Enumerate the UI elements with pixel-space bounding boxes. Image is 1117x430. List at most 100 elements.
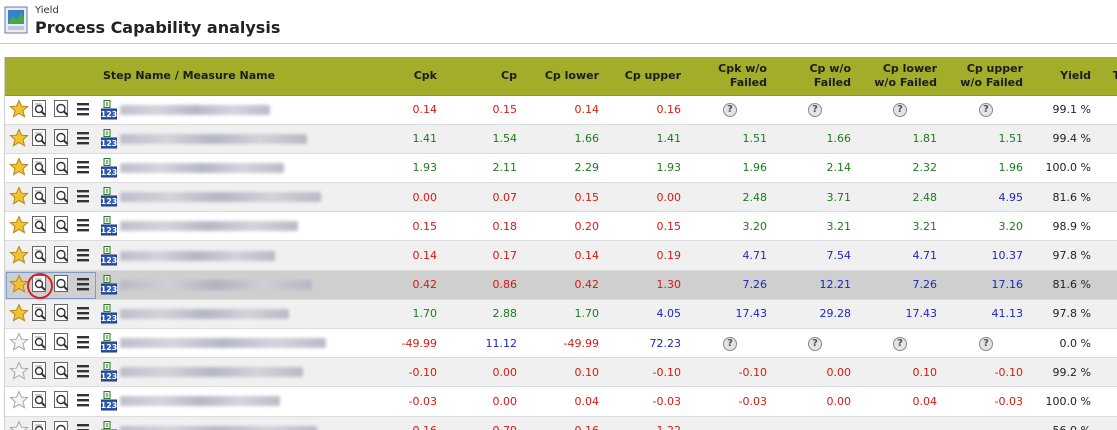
zoom-icon[interactable] [53, 274, 73, 296]
star-icon[interactable] [9, 244, 29, 267]
step-name-cell[interactable]: 123 [97, 240, 355, 271]
star-icon[interactable] [9, 419, 29, 430]
step-name-redacted[interactable] [120, 192, 321, 203]
table-row[interactable]: 123 0.15 0.18 0.20 0.15 3.20 3.21 3.21 3.20 98.9 … [5, 211, 1117, 242]
zoom-page-icon[interactable] [31, 390, 51, 412]
zoom-icon[interactable] [53, 128, 73, 150]
zoom-page-icon[interactable] [31, 128, 51, 150]
step-name-redacted[interactable] [120, 104, 270, 115]
menu-icon[interactable] [75, 303, 95, 325]
table-row[interactable]: 123 -0.03 0.00 0.04 -0.03 -0.03 0.00 0.04 -0.03 1… [5, 386, 1117, 417]
step-name-cell[interactable]: 123 [97, 416, 355, 430]
table-row[interactable]: 123 0.14 0.15 0.14 0.16???? 99.1 % [5, 95, 1117, 125]
step-name-redacted[interactable] [120, 425, 317, 430]
question-icon[interactable]: ? [979, 336, 993, 351]
cp-header[interactable]: Cp [443, 57, 523, 96]
star-icon[interactable] [9, 215, 29, 237]
zoom-page-icon[interactable] [31, 245, 51, 267]
question-icon[interactable]: ? [723, 336, 737, 351]
table-row[interactable]: 123 -0.160.790.161.22 56.0 % [5, 416, 1117, 430]
table-row[interactable]: 123 -49.99 11.12 -49.99 72.23???? 0.0 % [5, 328, 1117, 359]
cp-wo-failed-header[interactable]: Cp w/o Failed [773, 57, 857, 96]
question-icon[interactable]: ? [893, 336, 907, 351]
zoom-icon[interactable] [53, 99, 73, 121]
menu-icon[interactable] [75, 274, 95, 296]
step-name-redacted[interactable] [120, 279, 312, 290]
table-row[interactable]: 123 1.41 1.54 1.66 1.41 1.51 1.66 1.81 1.51 99.4 … [5, 124, 1117, 154]
zoom-page-icon[interactable] [31, 361, 51, 383]
question-icon[interactable]: ? [808, 336, 822, 351]
menu-icon[interactable] [75, 390, 95, 412]
step-name-redacted[interactable] [120, 250, 275, 261]
step-name-cell[interactable]: 123 [97, 182, 355, 213]
step-name-cell[interactable]: 123 [97, 357, 355, 388]
zoom-icon[interactable] [53, 215, 73, 237]
step-name-cell[interactable]: 123 [97, 153, 355, 184]
menu-icon[interactable] [75, 420, 95, 430]
step-name-header[interactable]: Step Name / Measure Name [97, 57, 355, 96]
question-icon[interactable]: ? [808, 103, 822, 118]
menu-icon[interactable] [75, 245, 95, 267]
zoom-page-icon[interactable] [31, 420, 51, 430]
menu-icon[interactable] [75, 215, 95, 237]
step-name-cell[interactable]: 123 [97, 270, 355, 300]
yield-header[interactable]: Yield [1029, 57, 1097, 96]
zoom-icon[interactable] [53, 332, 73, 354]
star-icon[interactable] [9, 274, 29, 296]
cp-upper-header[interactable]: Cp upper [605, 57, 687, 96]
zoom-icon[interactable] [53, 303, 73, 325]
zoom-page-icon[interactable] [31, 332, 51, 354]
total-header[interactable]: Tota [1097, 57, 1117, 96]
zoom-page-icon[interactable] [31, 215, 51, 237]
menu-icon[interactable] [75, 128, 95, 150]
step-name-redacted[interactable] [120, 133, 307, 144]
step-name-redacted[interactable] [120, 396, 280, 407]
star-icon[interactable] [9, 332, 29, 354]
zoom-icon[interactable] [53, 361, 73, 383]
step-name-cell[interactable]: 123 [97, 299, 355, 330]
zoom-page-icon[interactable] [31, 157, 51, 179]
zoom-page-icon[interactable] [31, 274, 51, 296]
star-icon[interactable] [9, 128, 29, 150]
table-row[interactable]: 123 0.00 0.07 0.15 0.00 2.48 3.71 2.48 4.95 81.6 … [5, 182, 1117, 213]
step-name-cell[interactable]: 123 [97, 124, 355, 154]
menu-icon[interactable] [75, 361, 95, 383]
cp-upper-wo-failed-header[interactable]: Cp upper w/o Failed [943, 57, 1029, 96]
step-name-cell[interactable]: 123 [97, 386, 355, 417]
step-name-redacted[interactable] [120, 338, 326, 349]
zoom-page-icon[interactable] [31, 303, 51, 325]
star-icon[interactable] [9, 361, 29, 383]
star-icon[interactable] [9, 303, 29, 325]
table-row[interactable]: 123 1.93 2.11 2.29 1.93 1.96 2.14 2.32 1.96 100.0… [5, 153, 1117, 184]
table-row[interactable]: 123 0.42 0.86 0.42 1.30 7.26 12.21 7.26 17.16 81.… [5, 270, 1117, 300]
step-name-cell[interactable]: 123 [97, 328, 355, 359]
zoom-icon[interactable] [53, 390, 73, 412]
cp-lower-header[interactable]: Cp lower [523, 57, 605, 96]
star-icon[interactable] [9, 157, 29, 179]
menu-icon[interactable] [75, 186, 95, 208]
table-row[interactable]: 123 1.70 2.88 1.70 4.05 17.43 29.28 17.43 41.13 9… [5, 299, 1117, 330]
menu-icon[interactable] [75, 99, 95, 121]
cp-lower-wo-failed-header[interactable]: Cp lower w/o Failed [857, 57, 943, 96]
zoom-page-icon[interactable] [31, 186, 51, 208]
step-name-cell[interactable]: 123 [97, 95, 355, 125]
menu-icon[interactable] [75, 332, 95, 354]
zoom-page-icon[interactable] [31, 99, 51, 121]
cpk-header[interactable]: Cpk [355, 57, 443, 96]
menu-icon[interactable] [75, 157, 95, 179]
question-icon[interactable]: ? [893, 103, 907, 118]
star-icon[interactable] [9, 98, 29, 121]
step-name-redacted[interactable] [120, 308, 289, 319]
cpk-wo-failed-header[interactable]: Cpk w/o Failed [687, 57, 773, 96]
zoom-icon[interactable] [53, 186, 73, 208]
star-icon[interactable] [9, 390, 29, 412]
zoom-icon[interactable] [53, 420, 73, 430]
step-name-redacted[interactable] [120, 367, 303, 378]
step-name-redacted[interactable] [120, 162, 284, 173]
question-icon[interactable]: ? [979, 103, 993, 118]
question-icon[interactable]: ? [723, 103, 737, 118]
zoom-icon[interactable] [53, 245, 73, 267]
zoom-icon[interactable] [53, 157, 73, 179]
table-row[interactable]: 123 -0.10 0.00 0.10 -0.10 -0.10 0.00 0.10 -0.10 9… [5, 357, 1117, 388]
step-name-redacted[interactable] [120, 221, 298, 232]
